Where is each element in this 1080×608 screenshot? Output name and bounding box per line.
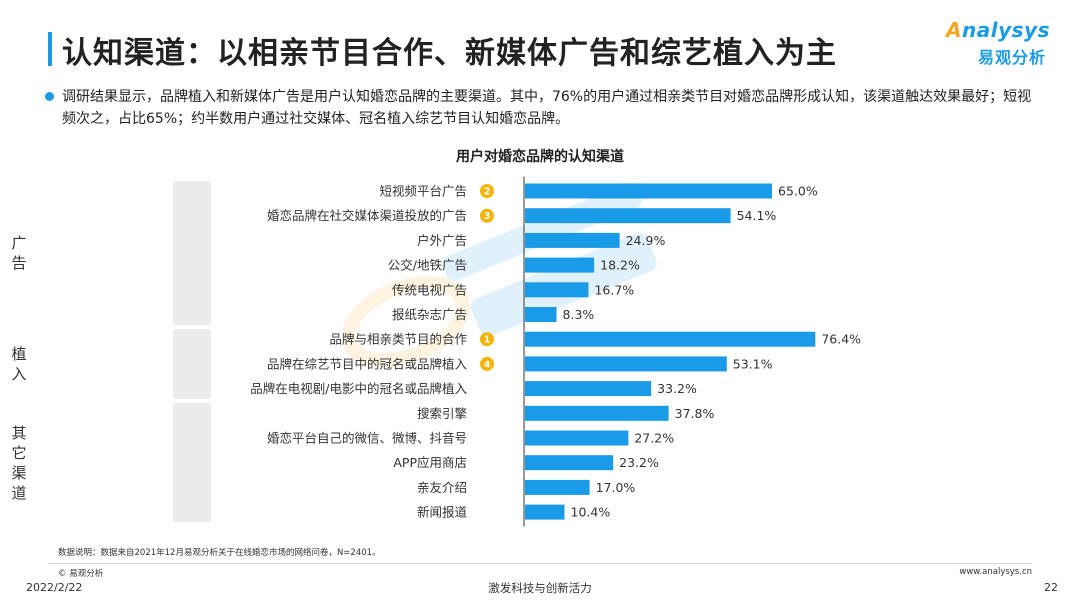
category-label: 婚恋平台自己的微信、微博、抖音号 bbox=[267, 431, 467, 446]
logo-wordmark: Analysys bbox=[946, 18, 1050, 42]
bar bbox=[525, 356, 727, 372]
bar bbox=[525, 430, 629, 446]
category-label: 新闻报道 bbox=[417, 505, 468, 520]
value-label: 37.8% bbox=[675, 406, 715, 421]
logo-text: nalysys bbox=[962, 18, 1050, 42]
group-panel bbox=[173, 180, 211, 325]
website-link[interactable]: www.analysys.cn bbox=[959, 567, 1032, 577]
rank-badge bbox=[480, 208, 494, 223]
value-label: 54.1% bbox=[737, 208, 777, 223]
bar bbox=[525, 307, 557, 322]
category-label: 搜索引擎 bbox=[417, 406, 467, 421]
bar bbox=[525, 232, 620, 248]
page-number: 22 bbox=[1044, 581, 1058, 594]
footer-divider bbox=[48, 563, 1032, 564]
category-label: 品牌在电视剧/电影中的冠名或品牌植入 bbox=[250, 381, 467, 396]
rank-badge bbox=[480, 332, 494, 347]
rank-badge-number: 1 bbox=[484, 335, 491, 346]
analysys-logo: Analysys 易观分析 bbox=[940, 18, 1050, 70]
group-label: 其它渠道 bbox=[11, 423, 27, 502]
category-label: 短视频平台广告 bbox=[379, 184, 467, 199]
bar bbox=[525, 405, 669, 421]
value-label: 23.2% bbox=[619, 455, 659, 470]
title-accent-bar bbox=[48, 32, 52, 66]
value-label: 17.0% bbox=[596, 480, 636, 495]
bar bbox=[525, 504, 565, 520]
value-label: 16.7% bbox=[594, 282, 634, 297]
bar bbox=[525, 331, 816, 347]
rank-badge bbox=[480, 356, 494, 371]
bar bbox=[525, 257, 595, 273]
value-label: 65.0% bbox=[778, 184, 818, 199]
chart-title: 用户对婚恋品牌的认知渠道 bbox=[456, 149, 624, 165]
rank-badge bbox=[480, 184, 494, 198]
summary-paragraph: 调研结果显示，品牌植入和新媒体广告是用户认知婚恋品牌的主要渠道。其中，76%的用… bbox=[45, 86, 1037, 130]
value-label: 27.2% bbox=[634, 431, 674, 446]
category-label: 户外广告 bbox=[417, 233, 467, 248]
bar bbox=[525, 282, 589, 298]
group-panel bbox=[173, 328, 211, 399]
category-label: 报纸杂志广告 bbox=[392, 307, 467, 322]
value-label: 8.3% bbox=[563, 307, 595, 322]
rank-badge-number: 2 bbox=[484, 187, 491, 198]
value-label: 53.1% bbox=[733, 356, 773, 371]
logo-cn: 易观分析 bbox=[977, 48, 1046, 67]
category-label: 亲友介绍 bbox=[417, 480, 467, 495]
bar bbox=[525, 455, 614, 471]
value-label: 10.4% bbox=[571, 505, 611, 520]
category-label: 公交/地铁广告 bbox=[388, 258, 467, 273]
rank-badge-number: 4 bbox=[484, 359, 491, 370]
page-title: 认知渠道：以相亲节目合作、新媒体广告和综艺植入为主 bbox=[62, 36, 837, 71]
group-label: 植入 bbox=[11, 344, 27, 383]
report-date: 2022/2/22 bbox=[26, 581, 83, 594]
copyright: © 易观分析 bbox=[58, 569, 104, 579]
category-label: 品牌在综艺节目中的冠名或品牌植入 bbox=[267, 356, 468, 371]
bar bbox=[525, 381, 652, 397]
category-label: 婚恋品牌在社交媒体渠道投放的广告 bbox=[267, 208, 467, 223]
data-note: 数据说明：数据来自2021年12月易观分析关于在线婚恋市场的网络问卷，N=240… bbox=[58, 548, 381, 558]
value-label: 33.2% bbox=[657, 381, 697, 396]
group-label: 广告 bbox=[11, 233, 27, 272]
summary-text: 调研结果显示，品牌植入和新媒体广告是用户认知婚恋品牌的主要渠道。其中，76%的用… bbox=[62, 89, 1032, 127]
category-label: 传统电视广告 bbox=[392, 282, 467, 297]
category-label: 品牌与相亲类节目的合作 bbox=[329, 332, 467, 347]
value-label: 24.9% bbox=[626, 233, 666, 248]
bar bbox=[525, 479, 590, 495]
value-label: 76.4% bbox=[821, 332, 861, 347]
group-panel bbox=[173, 402, 211, 523]
bar bbox=[525, 183, 772, 199]
footer-slogan: 激发科技与创新活力 bbox=[488, 581, 592, 595]
rank-badge-number: 3 bbox=[484, 211, 491, 222]
category-label: APP应用商店 bbox=[393, 455, 467, 470]
logo-letter: A bbox=[946, 18, 963, 42]
value-label: 18.2% bbox=[600, 258, 640, 273]
bar bbox=[525, 208, 731, 224]
bullet-dot-icon bbox=[45, 92, 54, 101]
